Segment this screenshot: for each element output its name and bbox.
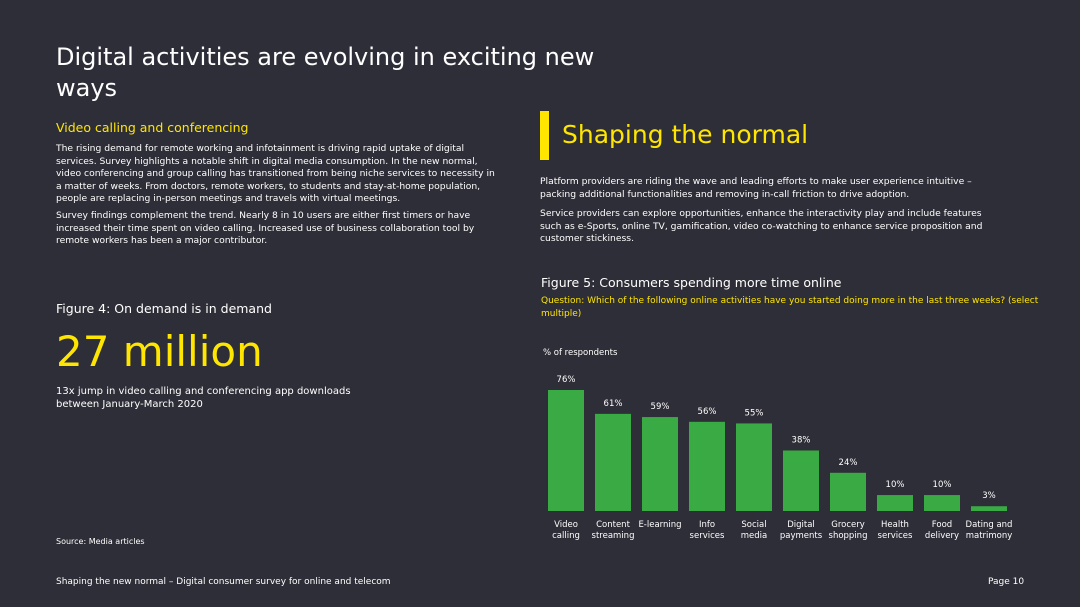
big-stat-number: 27 million	[56, 327, 263, 376]
bar	[783, 450, 819, 511]
category-label: Video	[554, 520, 578, 530]
data-label: 38%	[792, 436, 811, 446]
right-paragraph-1: Platform providers are riding the wave a…	[540, 176, 972, 200]
category-label: payments	[780, 531, 823, 541]
bar	[642, 417, 678, 511]
data-label: 3%	[982, 491, 996, 501]
bar	[548, 390, 584, 511]
data-label: 10%	[933, 480, 952, 490]
figure-4-title: Figure 4: On demand is in demand	[56, 301, 272, 316]
category-label: Health	[881, 520, 909, 530]
right-section-title: Shaping the normal	[562, 120, 809, 149]
data-label: 24%	[839, 458, 858, 468]
page-number: Page 10	[988, 577, 1025, 587]
figure-5-title: Figure 5: Consumers spending more time o…	[541, 275, 842, 290]
category-label: matrimony	[966, 531, 1013, 541]
data-label: 56%	[698, 407, 717, 417]
footer-text: Shaping the new normal – Digital consume…	[56, 577, 391, 587]
left-paragraph-1: The rising demand for remote working and…	[56, 143, 495, 204]
source-note: Source: Media articles	[56, 537, 145, 546]
data-label: 76%	[557, 375, 576, 385]
figure-5-question: Question: Which of the following online …	[541, 296, 1039, 319]
category-label: E-learning	[638, 520, 681, 530]
category-label: services	[690, 531, 725, 541]
category-label: streaming	[592, 531, 635, 541]
bar	[736, 423, 772, 511]
bar	[971, 506, 1007, 511]
category-label: Food	[932, 520, 952, 530]
category-label: Grocery	[831, 520, 865, 530]
data-label: 55%	[745, 408, 764, 418]
y-axis-label: % of respondents	[543, 348, 618, 358]
left-paragraph-2: Survey findings complement the trend. Ne…	[56, 210, 475, 246]
data-label: 59%	[651, 402, 670, 412]
bar	[877, 495, 913, 511]
bar	[689, 421, 725, 511]
data-label: 10%	[886, 480, 905, 490]
bar	[830, 472, 866, 511]
right-paragraph-2: Service providers can explore opportunit…	[540, 208, 983, 244]
category-label: services	[878, 531, 913, 541]
bar	[924, 495, 960, 511]
page-title: Digital activities are evolving in excit…	[56, 43, 595, 102]
category-label: Digital	[787, 520, 815, 530]
category-label: shopping	[829, 531, 868, 541]
bar	[595, 413, 631, 511]
category-label: calling	[552, 531, 580, 541]
category-label: Dating and	[966, 520, 1013, 530]
left-section-subtitle: Video calling and conferencing	[56, 120, 249, 135]
category-label: delivery	[925, 531, 959, 541]
figure-4-description: 13x jump in video calling and conferenci…	[56, 386, 351, 410]
category-label: Social	[741, 520, 766, 530]
category-label: Content	[596, 520, 630, 530]
category-label: media	[741, 531, 767, 541]
accent-bar	[540, 111, 549, 160]
category-label: Info	[699, 520, 715, 530]
data-label: 61%	[604, 399, 623, 409]
